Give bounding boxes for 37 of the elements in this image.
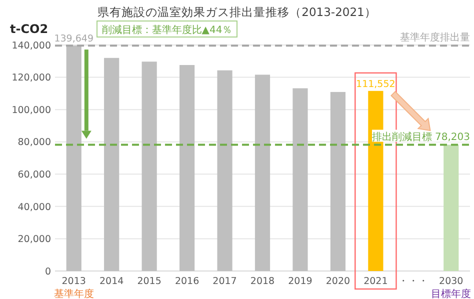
x-tick-label: ・・・ — [398, 276, 428, 287]
y-tick-label: 0 — [44, 266, 51, 278]
text: 基準年度 — [54, 288, 94, 299]
text: 目標年度 — [431, 288, 472, 299]
data-label: 111,552 — [356, 78, 396, 90]
x-tick-label: 2016 — [174, 276, 200, 287]
y-tick-label: 40,000 — [18, 202, 51, 213]
y-tick-label: 80,000 — [18, 137, 51, 148]
data-label: 139,649 — [54, 34, 94, 45]
x-tick-label: 2014 — [99, 276, 124, 287]
x-tick-label: 2030 — [439, 276, 464, 287]
y-tick-label: 60,000 — [18, 169, 51, 180]
bar — [330, 92, 346, 271]
x-tick-label: 2015 — [137, 276, 162, 287]
bar — [104, 58, 120, 271]
x-tick-label: 2021 — [364, 276, 388, 287]
bar — [66, 46, 82, 271]
chart-title: 県有施設の温室効果ガス排出量推移（2013-2021） — [98, 5, 376, 19]
bar — [217, 70, 232, 271]
x-tick-label: 2020 — [326, 276, 350, 287]
bar — [254, 74, 270, 271]
x-tick-label: 2019 — [288, 276, 312, 287]
y-tick-label: 140,000 — [12, 40, 51, 52]
bar — [444, 144, 459, 271]
x-tick-label: 2017 — [212, 276, 237, 287]
bar — [180, 65, 195, 271]
text: 削減目標：基準年度比▲44％ — [102, 24, 232, 36]
bar — [292, 88, 308, 271]
x-tick-label: 2013 — [62, 276, 86, 287]
ref-line-label: 排出削減目標 78,203 — [372, 130, 470, 143]
bar — [142, 62, 157, 271]
y-axis-title: t-CO2 — [10, 22, 48, 36]
y-tick-label: 20,000 — [18, 234, 51, 246]
y-tick-label: 120,000 — [12, 72, 51, 84]
x-tick-label: 2018 — [250, 276, 275, 287]
ref-line-label: 基準年度排出量 — [400, 32, 470, 44]
y-tick-label: 100,000 — [12, 104, 51, 116]
